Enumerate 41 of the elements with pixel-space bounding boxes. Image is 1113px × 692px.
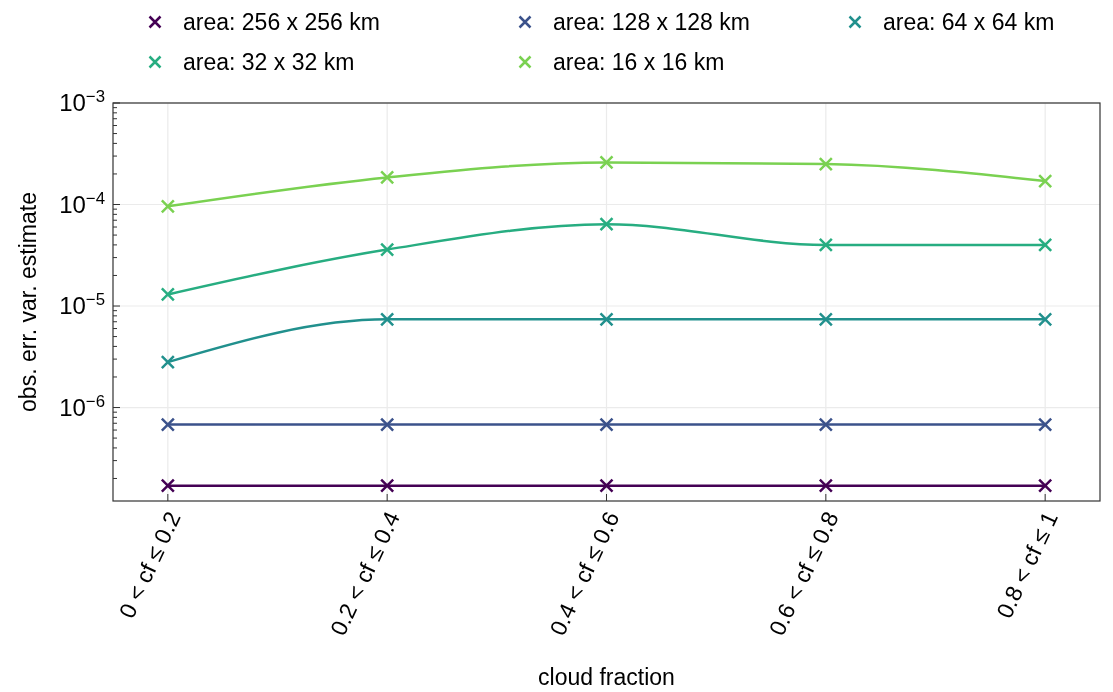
x-tick-label: 0.2 < cf ≤ 0.4 [325,507,406,640]
x-axis-title: cloud fraction [538,664,675,690]
point [599,216,614,232]
point [160,417,176,432]
point [379,242,395,257]
y-axis-title: obs. err. var. estimate [15,192,41,412]
point [1037,312,1053,327]
legend-label: area: 16 x 16 km [553,49,725,76]
point [818,417,834,432]
point [818,312,834,327]
point [160,287,176,302]
legend-label: area: 64 x 64 km [883,9,1055,36]
point [599,312,614,327]
y-tick-label: 10$^{−5}$ [59,289,105,320]
point [599,155,614,170]
point [379,478,395,493]
y-tick-label: 10$^{−6}$ [59,391,105,421]
point [1037,417,1053,432]
point [599,478,614,493]
point [1037,173,1053,189]
point [818,156,834,172]
legend-label: area: 256 x 256 km [183,9,380,36]
y-tick-label: 10$^{−4}$ [59,188,105,218]
point [379,417,395,432]
point [160,354,176,370]
point [1037,478,1053,493]
point [1037,237,1053,253]
y-tick-label: 10$^{−3}$ [59,86,105,117]
legend-label: area: 32 x 32 km [183,49,355,76]
x-tick-label: 0.8 < cf ≤ 1 [991,507,1063,623]
point [379,312,395,327]
point [160,478,176,493]
point [160,199,176,214]
point [599,417,614,432]
legend-label: area: 128 x 128 km [553,9,750,36]
x-tick-label: 0 < cf ≤ 0.2 [113,507,186,623]
point [379,170,395,185]
x-tick-label: 0.6 < cf ≤ 0.8 [763,507,844,640]
x-tick-label: 0.4 < cf ≤ 0.6 [544,507,625,640]
point [818,237,834,253]
point [818,478,834,493]
